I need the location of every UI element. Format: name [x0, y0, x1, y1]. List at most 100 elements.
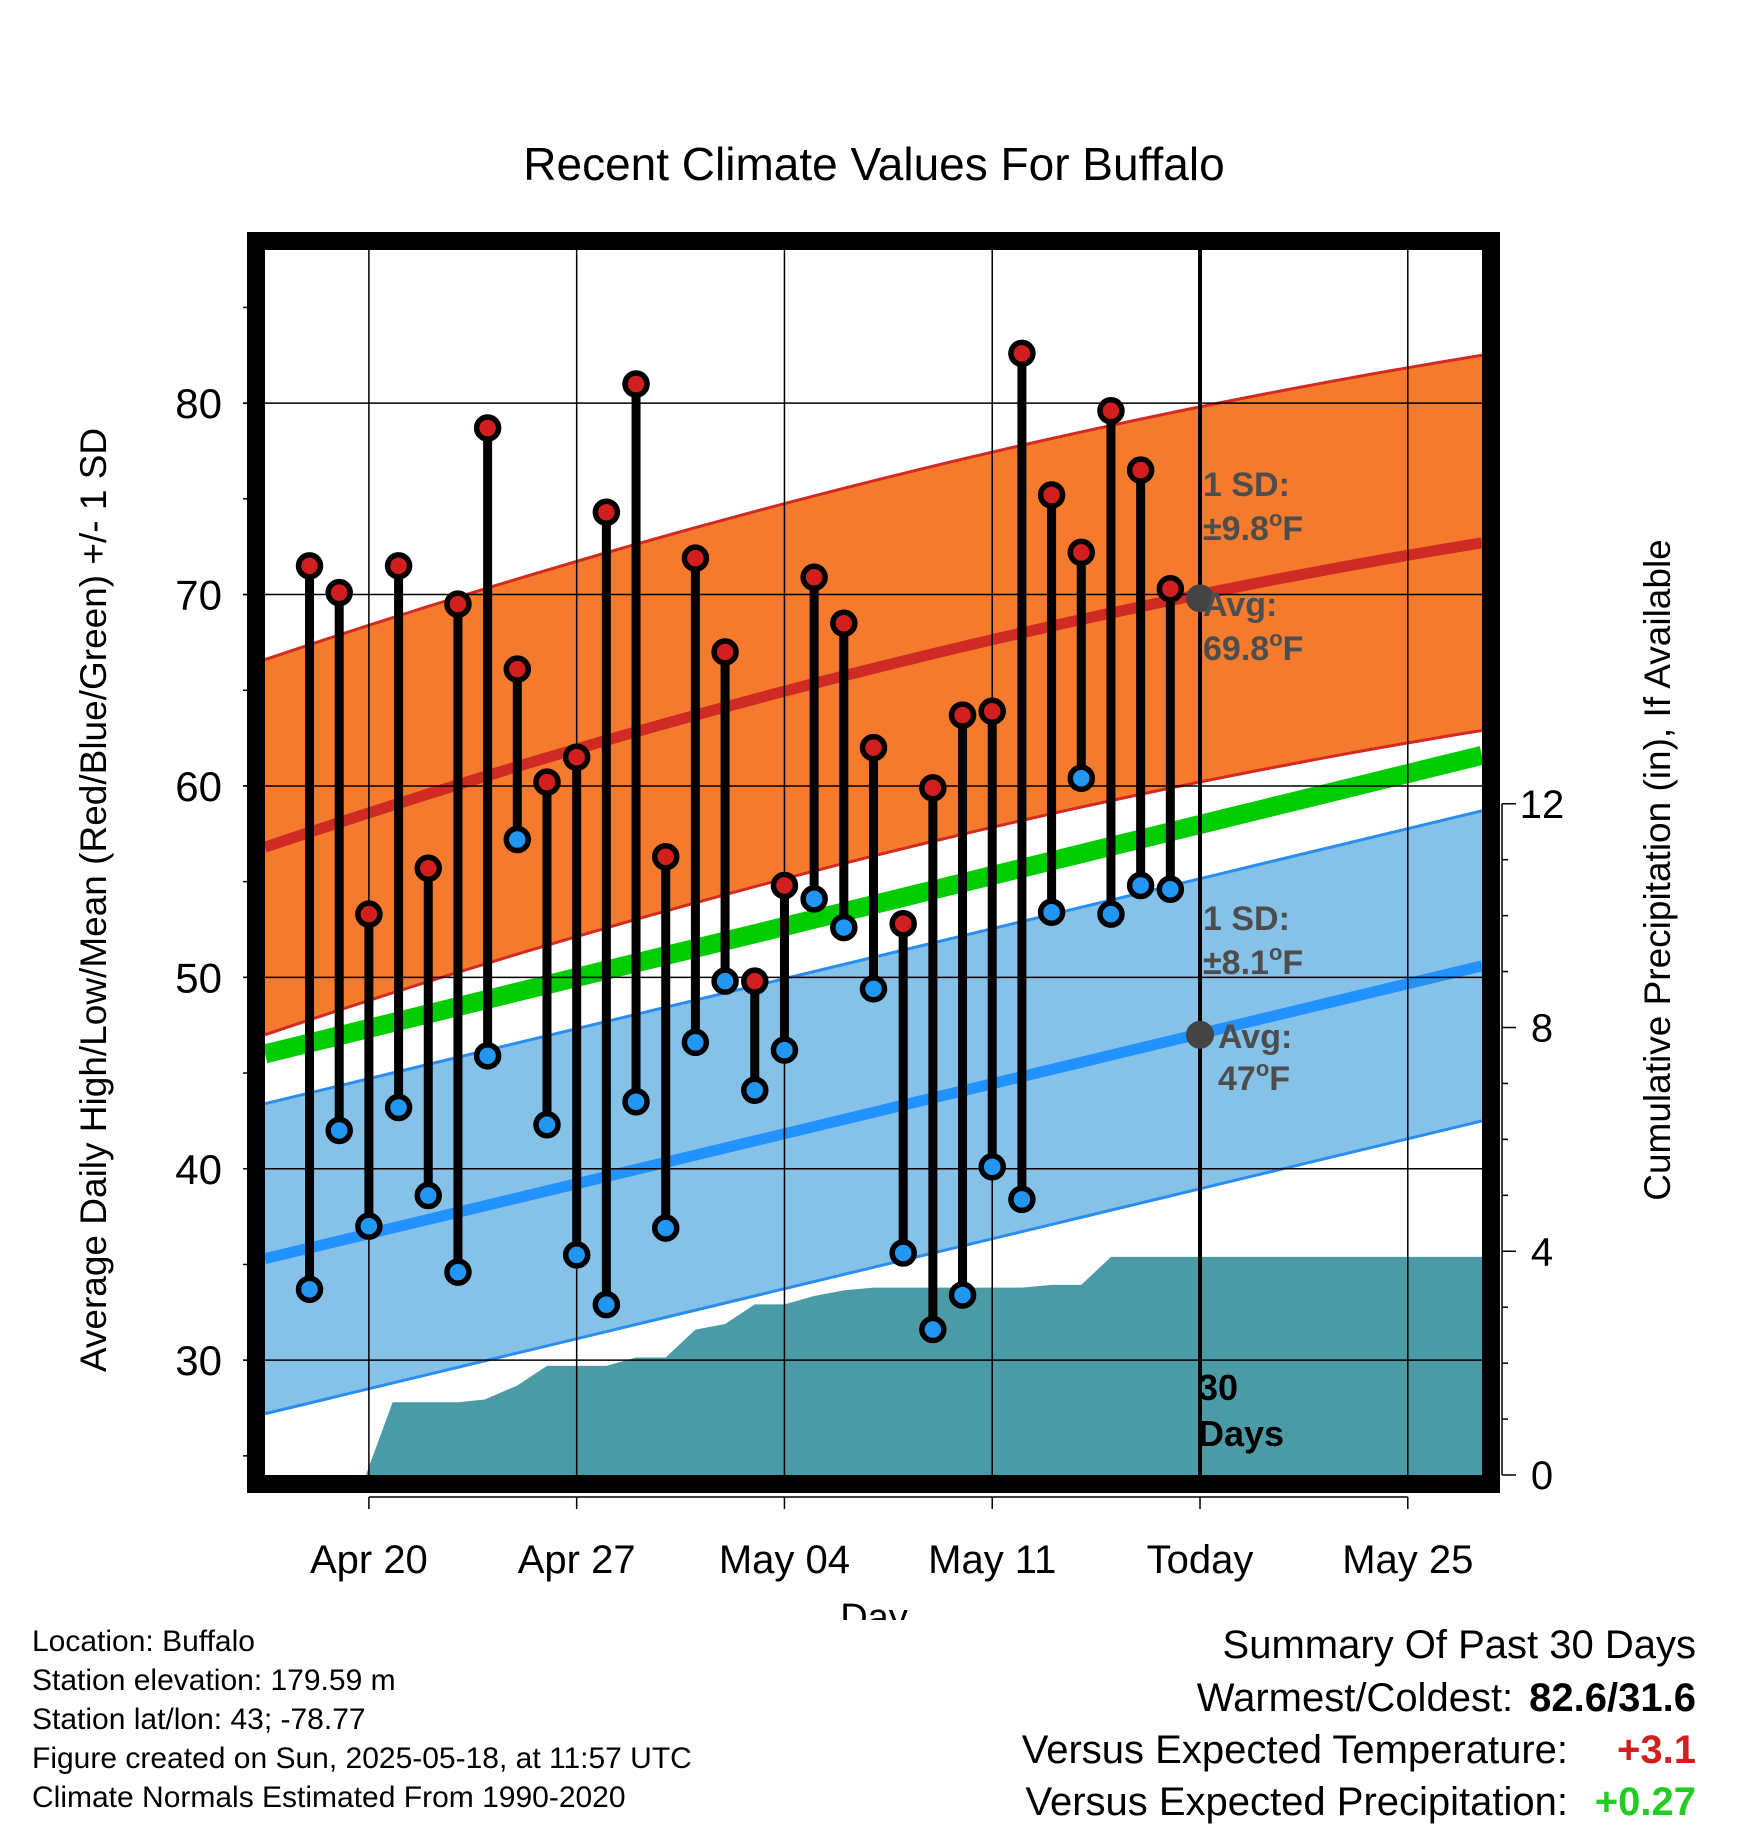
high-temp-point [1097, 397, 1125, 425]
high-temp-point [384, 552, 413, 580]
low-temp-point [859, 975, 888, 1003]
low-temp-point [562, 1241, 591, 1269]
low-temp-point [770, 1036, 799, 1064]
chart-title: Recent Climate Values For Buffalo [523, 138, 1224, 190]
y2-tick-label: 0 [1531, 1454, 1553, 1498]
y2-tick-label: 12 [1520, 783, 1565, 827]
high-normal-sd-unit: F [1282, 510, 1303, 548]
y2-tick-label: 4 [1531, 1230, 1553, 1274]
low-temp-point [295, 1275, 324, 1304]
low-temp-point [414, 1181, 443, 1210]
y2-tick-label: 8 [1531, 1007, 1553, 1051]
x-tick-label: May 11 [928, 1538, 1056, 1582]
high-temp-point [889, 910, 917, 938]
high-normal-avg-unit: F [1283, 630, 1304, 668]
low-temp-point [355, 1212, 383, 1240]
high-normal-avg-degree: o [1269, 626, 1282, 651]
elevation-text: Station elevation: 179.59 m [32, 1664, 396, 1697]
extremes-value: 82.6/31.6 [1529, 1676, 1696, 1720]
x-tick-label: Apr 20 [310, 1538, 428, 1582]
low-temp-point [325, 1116, 353, 1145]
high-sd-band-fill [265, 355, 1482, 1035]
low-temp-point [592, 1290, 621, 1319]
low-temp-point [384, 1093, 413, 1122]
high-temp-point [562, 743, 591, 771]
precip-row: Versus Expected Precipitation: +0.27 [1022, 1776, 1696, 1828]
x-axis-label: Day [840, 1597, 908, 1620]
low-temp-point [681, 1028, 710, 1057]
high-temp-point [1067, 538, 1096, 567]
low-temp-point [1008, 1185, 1036, 1214]
high-temp-point [295, 552, 324, 580]
high-temp-point [919, 774, 947, 802]
x-tick-label: Apr 27 [518, 1538, 636, 1582]
window-label-line2: Days [1198, 1413, 1284, 1454]
y-tick-label: 50 [175, 954, 222, 1001]
temp-label: Versus Expected Temperature: [1021, 1728, 1568, 1772]
low-temp-point [889, 1239, 917, 1267]
low-temp-point [1067, 764, 1096, 793]
high-temp-point [592, 498, 621, 526]
latlon-text: Station lat/lon: 43; -78.77 [32, 1703, 366, 1736]
summary-panel: Summary Of Past 30 Days Warmest/Coldest:… [1022, 1618, 1696, 1828]
low-temp-point [978, 1153, 1006, 1181]
low-temp-point [741, 1076, 769, 1105]
y-tick-label: 30 [175, 1337, 222, 1384]
high-temp-point [711, 638, 739, 666]
extremes-row: Warmest/Coldest: 82.6/31.6 [1022, 1672, 1696, 1724]
temp-row: Versus Expected Temperature: +3.1 [1022, 1724, 1696, 1776]
today-high-normal-marker [1186, 584, 1215, 613]
low-normal-avg-value: 47oF [1218, 1056, 1290, 1098]
high-temp-point [414, 854, 443, 882]
high-temp-point [1008, 339, 1036, 368]
window-label-line1: 30 [1198, 1367, 1238, 1408]
high-temp-point [503, 655, 532, 683]
low-normal-avg-label: Avg: [1218, 1018, 1292, 1056]
low-normal-sd-label: 1 SD: [1203, 900, 1290, 938]
low-normal-avg-degree: o [1256, 1056, 1269, 1081]
low-temp-point [651, 1214, 680, 1242]
high-temp-point [444, 590, 472, 618]
today-low-normal-marker [1186, 1020, 1215, 1049]
high-temp-point [533, 768, 561, 796]
x-tick-label: May 04 [719, 1538, 850, 1582]
high-temp-point [830, 609, 858, 637]
y-tick-label: 80 [175, 380, 222, 427]
high-normal-line [265, 537, 1482, 853]
low-temp-point [1126, 871, 1155, 900]
summary-heading: Summary Of Past 30 Days [1222, 1623, 1696, 1667]
low-temp-point [919, 1315, 947, 1344]
plot-frame [247, 232, 1500, 1493]
created-text: Figure created on Sun, 2025-05-18, at 11… [32, 1742, 692, 1775]
high-normal-sd-value: ±9.8oF [1203, 506, 1303, 548]
high-temp-point [770, 871, 799, 900]
low-temp-point [800, 885, 828, 913]
y-tick-label: 70 [175, 572, 222, 619]
extremes-label: Warmest/Coldest: [1196, 1676, 1514, 1720]
low-normal-sd-unit: F [1282, 944, 1303, 982]
low-normal-sd-value: ±8.1oF [1203, 940, 1303, 982]
precip-area [365, 1256, 1482, 1475]
high-normal-avg-label: Avg: [1203, 586, 1277, 624]
high-normal-avg-value: 69.8oF [1203, 626, 1303, 668]
low-normal-avg-unit: F [1269, 1060, 1290, 1098]
low-normal-sd-degree: o [1269, 940, 1282, 965]
low-temp-point [503, 825, 532, 854]
high-temp-point [948, 701, 977, 729]
high-temp-point [859, 733, 888, 762]
low-temp-point [948, 1281, 977, 1309]
low-temp-point [711, 967, 739, 995]
low-temp-point [533, 1110, 561, 1139]
y-axis-label: Average Daily High/Low/Mean (Red/Blue/Gr… [73, 428, 114, 1372]
high-normal-sd-label: 1 SD: [1203, 466, 1290, 504]
low-temp-point [622, 1088, 650, 1116]
temp-anomaly-value: +3.1 [1617, 1728, 1696, 1772]
high-temp-point [1126, 456, 1155, 484]
station-info: Location: Buffalo Station elevation: 179… [32, 1622, 692, 1817]
high-temp-point [978, 697, 1006, 726]
climate-chart: Recent Climate Values For Buffalo 1 SD:±… [73, 138, 1678, 1620]
high-temp-point [473, 414, 502, 442]
low-temp-point [473, 1042, 502, 1070]
precip-anomaly-value: +0.27 [1594, 1780, 1696, 1824]
